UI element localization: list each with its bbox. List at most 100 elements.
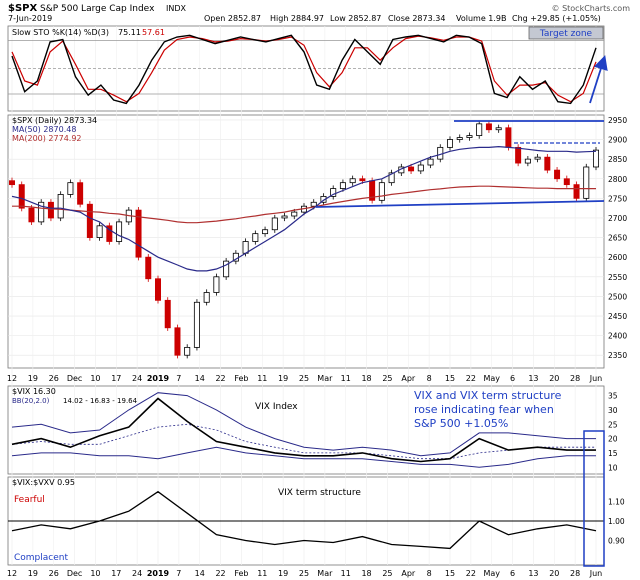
candle-body — [485, 123, 492, 131]
xaxis-label: 15 — [445, 374, 455, 383]
sto-line-d — [11, 35, 597, 103]
price-legend-0: $SPX (Daily) 2873.34 — [12, 116, 97, 125]
candle-body — [554, 169, 561, 180]
xaxis-label: May — [483, 374, 500, 383]
ma200-line — [12, 185, 596, 224]
xaxis-label: 10 — [90, 374, 100, 383]
xaxis-label: 19 — [28, 374, 38, 383]
header-name: S&P 500 Large Cap Index — [40, 4, 155, 14]
xaxis-label: 25 — [382, 569, 392, 578]
candle-body — [47, 201, 54, 219]
ma50-line — [11, 145, 597, 272]
candle-body — [456, 137, 463, 140]
vix-annotation: VIX and VIX term structure rose indicati… — [414, 389, 565, 430]
candle-body — [593, 149, 600, 168]
price-ytick: 2450 — [608, 312, 627, 321]
candle-body — [310, 201, 317, 207]
xaxis-label: 11 — [341, 569, 351, 578]
price-ytick: 2600 — [608, 253, 627, 262]
term-fearful-label: Fearful — [14, 495, 45, 505]
candle-body — [408, 166, 415, 172]
xaxis-label: 14 — [195, 374, 205, 383]
price-ytick: 2350 — [608, 351, 627, 360]
term-ytick: 1.00 — [608, 517, 625, 526]
candle-body — [476, 123, 483, 137]
candle-body — [18, 184, 25, 209]
xaxis-label: 7 — [176, 569, 181, 578]
term-yaxis: 0.90 1.00 1.10 — [608, 497, 625, 545]
sto-legend-d: 57.61 — [142, 28, 165, 37]
vix-ytick: 25 — [608, 420, 618, 429]
term-ytick: 0.90 — [608, 537, 625, 546]
xaxis-bottom: 12 19 26 Dec 10 17 24 2019 7 14 22 Feb 11 19 25 Mar 11 18… — [7, 569, 602, 578]
candle-body — [174, 327, 181, 356]
vix-legend-bb-values: 14.02 - 16.83 - 19.64 — [63, 397, 138, 405]
xaxis-label: Jun — [589, 374, 603, 383]
candle-body — [349, 178, 356, 184]
candle-body — [77, 182, 84, 205]
candle-body — [281, 215, 288, 219]
candle-body — [330, 188, 337, 197]
vix-ytick: 30 — [608, 406, 618, 415]
candle-body — [466, 135, 473, 138]
candle-body — [193, 301, 200, 348]
term-ytick: 1.10 — [608, 497, 625, 506]
target-zone-box — [528, 26, 604, 40]
term-series — [8, 490, 604, 550]
xaxis-label: 22 — [215, 569, 225, 578]
xaxis-label: 14 — [195, 569, 205, 578]
candle-body — [446, 139, 453, 148]
xaxis-label: 18 — [361, 374, 371, 383]
xaxis-label: 12 — [7, 569, 17, 578]
xaxis-label: May — [483, 569, 500, 578]
xaxis-label: 12 — [7, 374, 17, 383]
xaxis-label: 24 — [132, 569, 142, 578]
header-symbol: $SPX — [8, 3, 37, 14]
header-low: Low 2852.87 — [330, 14, 381, 23]
xaxis-label: Dec — [67, 374, 82, 383]
xaxis-label: 11 — [341, 374, 351, 383]
xaxis-label: Jun — [589, 569, 603, 578]
price-yaxis: 2350 2400 2450 2500 2550 2600 2650 2700 2750 2800… — [608, 116, 627, 360]
xaxis-label: 17 — [111, 569, 121, 578]
recent-highlight-box — [583, 430, 605, 567]
price-ytick: 2750 — [608, 194, 627, 203]
xaxis-label: Mar — [317, 374, 333, 383]
xaxis-label: 18 — [361, 569, 371, 578]
xaxis-label: 15 — [445, 569, 455, 578]
header-chg: Chg +29.85 (+1.05%) — [512, 14, 601, 23]
vix-line — [11, 397, 596, 463]
xaxis-label: 20 — [549, 569, 559, 578]
candle-body — [96, 225, 103, 238]
xaxis-label: 10 — [90, 569, 100, 578]
candle-body — [544, 156, 551, 171]
xaxis-label: 20 — [549, 374, 559, 383]
xaxis-label: 26 — [49, 374, 59, 383]
candle-body — [378, 182, 385, 201]
xaxis-label: 19 — [278, 569, 288, 578]
candle-body — [252, 233, 259, 242]
xaxis-label: 8 — [427, 374, 432, 383]
vix-title: VIX Index — [255, 402, 298, 412]
xaxis-label: 2019 — [147, 374, 170, 383]
vix-panel-frame — [7, 385, 605, 475]
xaxis-label: 13 — [528, 569, 538, 578]
xaxis-label: 25 — [382, 374, 392, 383]
candle-body — [573, 184, 580, 199]
xaxis-label: 6 — [510, 569, 515, 578]
candle-body — [291, 211, 298, 217]
xaxis-label: 19 — [278, 374, 288, 383]
candle-body — [388, 172, 395, 184]
sto-arrow — [589, 55, 608, 104]
xaxis-label: 2019 — [147, 569, 170, 578]
vix-yaxis: 10 15 20 25 30 35 — [608, 392, 618, 473]
header-date: 7-Jun-2019 — [8, 14, 52, 23]
candle-body — [262, 229, 269, 235]
vix-legend-bb: BB(20,2.0) — [12, 397, 50, 405]
xaxis-label: Apr — [401, 374, 416, 383]
xaxis-label: Dec — [67, 569, 82, 578]
candle-body — [164, 299, 171, 329]
term-line — [11, 490, 597, 550]
target-zone-label: Target zone — [539, 29, 593, 39]
